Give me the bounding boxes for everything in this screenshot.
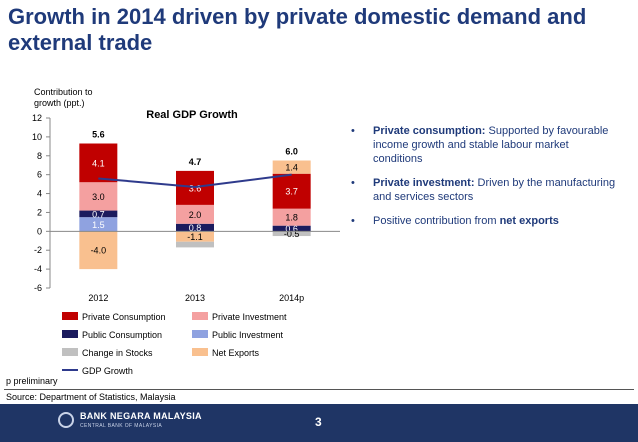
data-label: -0.5 [284,229,300,239]
legend-swatch [192,348,208,356]
data-label: -4.0 [91,246,107,256]
bar-segment [176,241,214,248]
bar-segment [79,217,118,232]
bullet-dot: • [351,125,355,137]
y-tick-label: -2 [34,245,42,255]
y-tick-label: 10 [32,132,42,142]
preliminary-note: p preliminary [6,376,58,386]
legend-label: GDP Growth [82,366,133,376]
bar-segment [79,210,118,218]
bullet-text: Driven by the manufacturing and services… [373,177,616,203]
legend-label: Change in Stocks [82,348,153,358]
bar-segment [176,231,214,242]
slide-title: Growth in 2014 driven by private domesti… [8,4,587,55]
bar-segment [176,204,214,224]
data-label: 1.4 [285,163,298,173]
y-tick-label: 4 [37,189,42,199]
bar-segment [79,182,118,211]
gdp-growth-label: 4.7 [189,157,202,167]
bank-name: BANK NEGARA MALAYSIA [80,411,202,421]
x-tick-label: 2012 [88,293,108,303]
y-tick-label: 2 [37,207,42,217]
bar-segment [272,208,311,226]
data-label: 3.6 [189,183,202,193]
bar-segment [272,231,311,237]
bar-segment [272,160,311,174]
bar-segment [272,225,311,232]
footer-bar: BANK NEGARA MALAYSIA CENTRAL BANK OF MAL… [0,404,638,442]
data-label: 4.1 [92,158,105,168]
y-tick-label: 8 [37,151,42,161]
gdp-growth-line [98,173,292,188]
divider [4,389,634,390]
bullet-net-exports: • Positive contribution from net exports [351,214,621,228]
data-label: 0.7 [92,209,105,219]
bullet-text: Positive contribution from [373,215,500,227]
y-tick-label: -6 [34,283,42,293]
legend-swatch [192,312,208,320]
data-label: 0.8 [189,223,202,233]
data-label: 2.0 [189,210,202,220]
data-label: 3.0 [92,192,105,202]
bullet-dot: • [351,177,355,189]
legend-label: Net Exports [212,348,260,358]
y-axis-title: Contribution to [34,87,93,97]
legend-swatch [62,348,78,356]
bullet-list: • Private consumption: Supported by favo… [351,124,621,238]
x-tick-label: 2014p [279,293,304,303]
bank-subtitle: CENTRAL BANK OF MALAYSIA [80,423,163,429]
legend-swatch [62,330,78,338]
data-label: 3.7 [285,187,298,197]
data-label: -1.1 [187,232,203,242]
bullet-dot: • [351,215,355,227]
y-tick-label: 12 [32,113,42,123]
data-label: 1.5 [92,220,105,230]
y-tick-label: 0 [37,226,42,236]
bullet-heading: Private investment: [373,177,475,189]
data-label: 0.6 [285,224,298,234]
legend-label: Public Consumption [82,330,162,340]
gdp-growth-label: 6.0 [285,147,298,157]
legend-label: Private Investment [212,312,287,322]
page-number: 3 [315,415,322,429]
legend-swatch [192,330,208,338]
bar-segment [79,143,118,183]
legend-label: Public Investment [212,330,284,340]
data-label: 1.8 [285,213,298,223]
legend-label: Private Consumption [82,312,166,322]
source-note: Source: Department of Statistics, Malays… [6,392,176,402]
bullet-heading: net exports [499,215,559,227]
bar-segment [272,173,311,209]
y-tick-label: -4 [34,264,42,274]
bullet-text: Supported by favourable income growth an… [373,125,609,165]
y-tick-label: 6 [37,170,42,180]
bullet-private-consumption: • Private consumption: Supported by favo… [351,124,621,166]
chart-title: Real GDP Growth [146,109,238,121]
bank-logo-icon [58,412,74,428]
y-axis-title: growth (ppt.) [34,98,85,108]
legend-swatch [62,312,78,320]
bar-segment [79,231,118,270]
bullet-heading: Private consumption: [373,125,486,137]
bullet-private-investment: • Private investment: Driven by the manu… [351,176,621,204]
x-tick-label: 2013 [185,293,205,303]
bar-segment [176,223,214,232]
gdp-growth-label: 5.6 [92,130,105,140]
